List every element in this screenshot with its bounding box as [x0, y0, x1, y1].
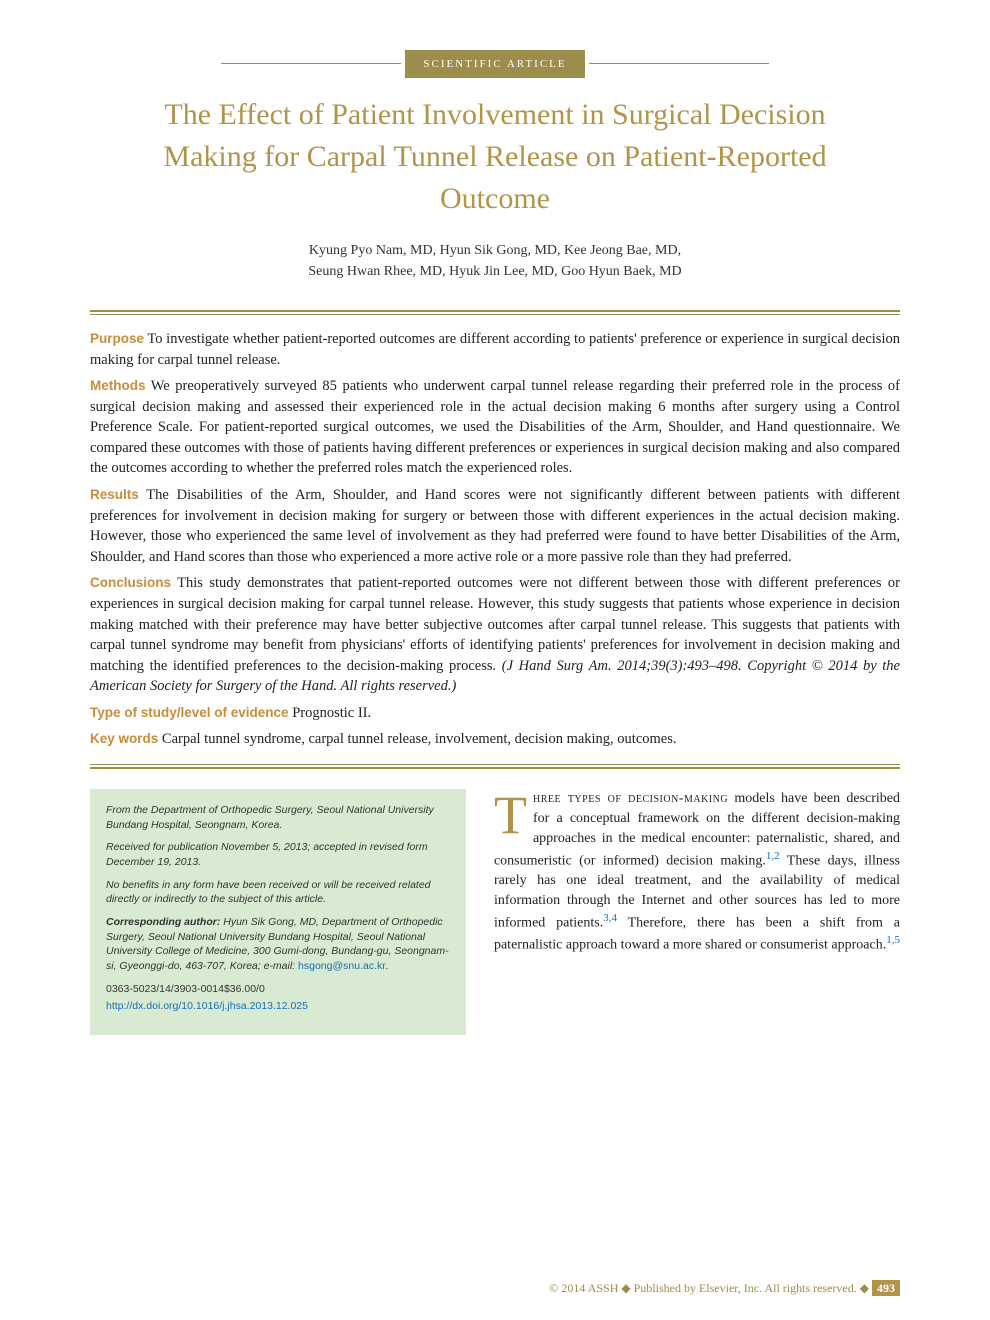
dropcap-letter: T — [494, 789, 533, 839]
lower-columns: From the Department of Orthopedic Surger… — [90, 789, 900, 1035]
copyright-text: © 2014 ASSH — [549, 1281, 621, 1295]
abstract-keywords: Key words Carpal tunnel syndrome, carpal… — [90, 729, 900, 750]
email-link[interactable]: hsgong@snu.ac.kr — [298, 960, 386, 972]
benefits-text: No benefits in any form have been receiv… — [106, 878, 450, 907]
purpose-label: Purpose — [90, 331, 144, 346]
ref-1-2[interactable]: 1,2 — [766, 850, 780, 862]
purpose-text: To investigate whether patient-reported … — [90, 331, 900, 368]
period: . — [386, 960, 389, 972]
body-text-column: Three types of decision-making models ha… — [494, 789, 900, 1035]
abstract-type: Type of study/level of evidence Prognost… — [90, 703, 900, 724]
abstract-block: Purpose To investigate whether patient-r… — [90, 329, 900, 750]
abstract-results: Results The Disabilities of the Arm, Sho… — [90, 485, 900, 567]
article-info-box: From the Department of Orthopedic Surger… — [90, 789, 466, 1035]
divider-bottom-thin — [90, 764, 900, 765]
doi-link[interactable]: http://dx.doi.org/10.1016/j.jhsa.2013.12… — [106, 1000, 308, 1012]
abstract-purpose: Purpose To investigate whether patient-r… — [90, 329, 900, 370]
ref-1-5[interactable]: 1,5 — [886, 934, 900, 946]
corresponding-block: Corresponding author: Hyun Sik Gong, MD,… — [106, 915, 450, 974]
divider-top-thin — [90, 314, 900, 315]
results-text: The Disabilities of the Arm, Shoulder, a… — [90, 487, 900, 565]
abstract-conclusions: Conclusions This study demonstrates that… — [90, 573, 900, 696]
keywords-label: Key words — [90, 731, 158, 746]
diamond-icon: ◆ — [860, 1281, 869, 1295]
affiliation-text: From the Department of Orthopedic Surger… — [106, 803, 450, 832]
authors-line-2: Seung Hwan Rhee, MD, Hyuk Jin Lee, MD, G… — [90, 261, 900, 282]
authors-line-1: Kyung Pyo Nam, MD, Hyun Sik Gong, MD, Ke… — [90, 240, 900, 261]
intro-paragraph: Three types of decision-making models ha… — [494, 789, 900, 956]
ref-3-4[interactable]: 3,4 — [603, 912, 617, 924]
divider-top-thick — [90, 310, 900, 312]
received-text: Received for publication November 5, 201… — [106, 840, 450, 869]
methods-text: We preoperatively surveyed 85 patients w… — [90, 378, 900, 476]
keywords-text: Carpal tunnel syndrome, carpal tunnel re… — [162, 731, 677, 747]
methods-label: Methods — [90, 378, 146, 393]
results-label: Results — [90, 487, 139, 502]
smallcaps-lead: hree types of decision-making — [533, 791, 728, 806]
diamond-icon: ◆ — [621, 1281, 630, 1295]
article-title: The Effect of Patient Involvement in Sur… — [150, 94, 840, 220]
publisher-text: Published by Elsevier, Inc. All rights r… — [634, 1281, 860, 1295]
article-type-badge-row: SCIENTIFIC ARTICLE — [90, 50, 900, 78]
page-number: 493 — [872, 1280, 900, 1296]
abstract-methods: Methods We preoperatively surveyed 85 pa… — [90, 376, 900, 479]
divider-bottom-thick — [90, 767, 900, 769]
conclusions-label: Conclusions — [90, 575, 171, 590]
corresponding-label: Corresponding author: — [106, 916, 220, 928]
article-type-badge: SCIENTIFIC ARTICLE — [405, 50, 584, 78]
type-text: Prognostic II. — [292, 705, 371, 721]
page-footer: © 2014 ASSH ◆ Published by Elsevier, Inc… — [549, 1281, 900, 1296]
authors-block: Kyung Pyo Nam, MD, Hyun Sik Gong, MD, Ke… — [90, 240, 900, 282]
issn-text: 0363-5023/14/3903-0014$36.00/0 — [106, 982, 450, 997]
type-label: Type of study/level of evidence — [90, 705, 289, 720]
